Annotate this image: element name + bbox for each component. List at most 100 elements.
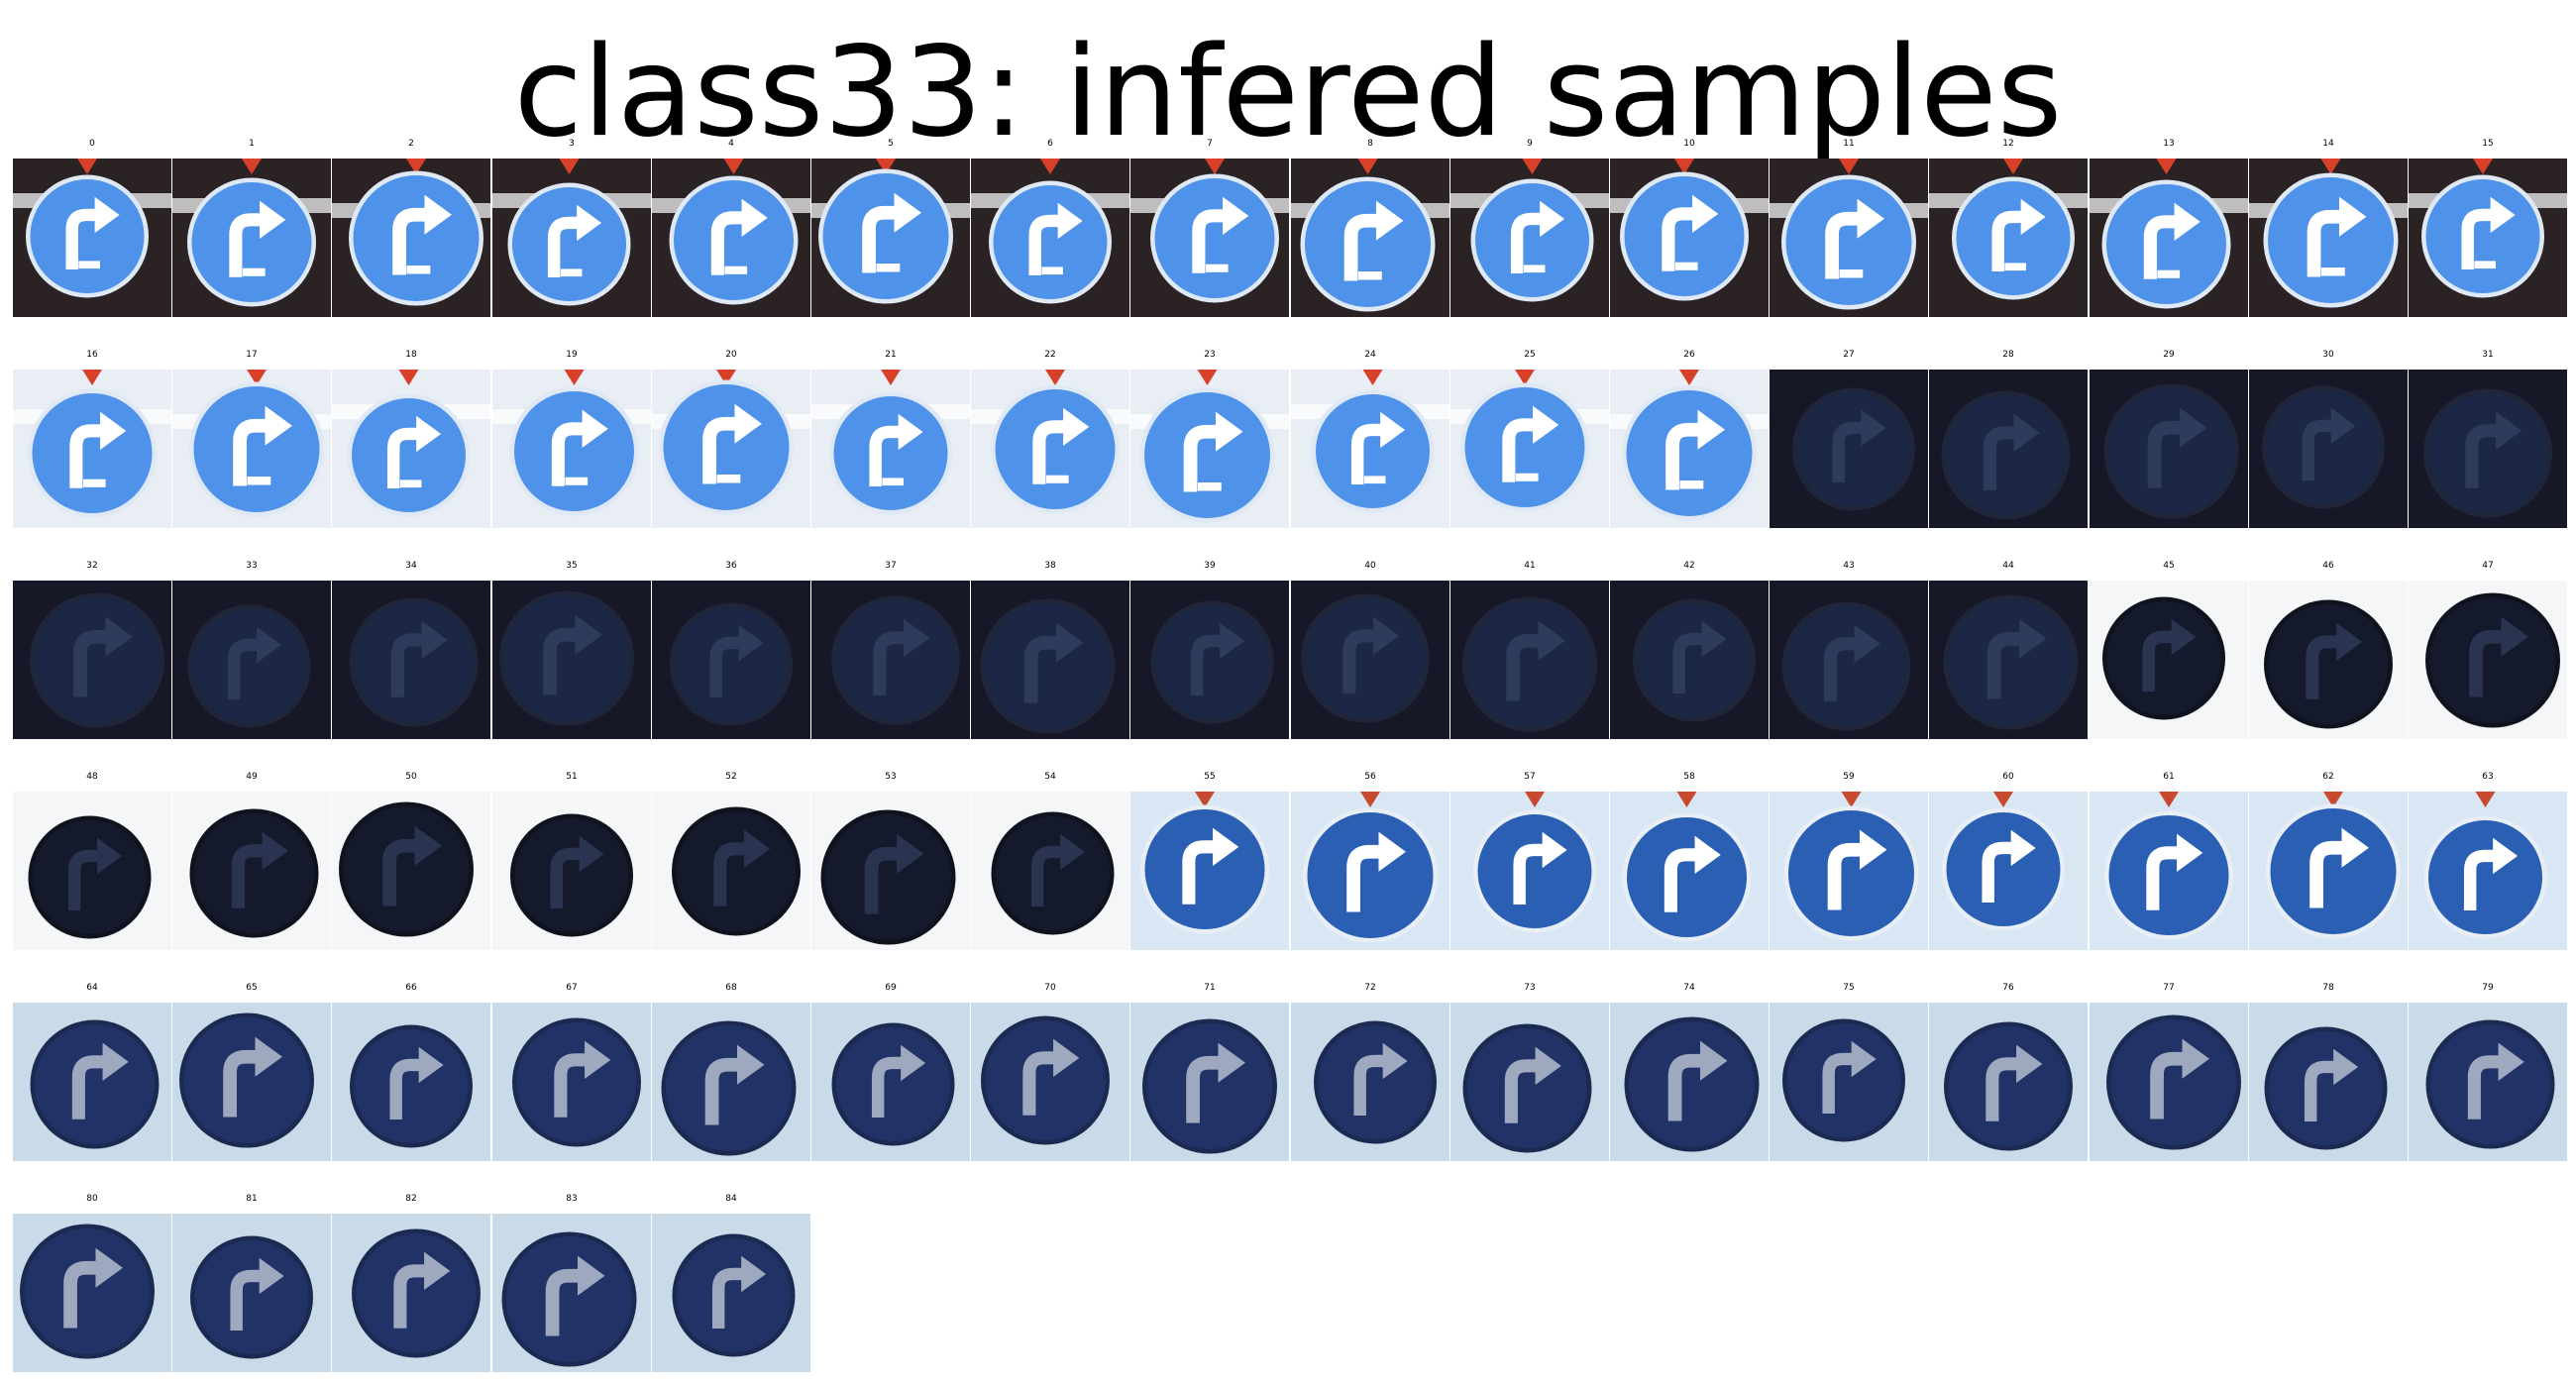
sample-index-label: 35 (566, 561, 578, 571)
arrow-head-icon (577, 204, 602, 242)
arrow-head-icon (1375, 200, 1404, 241)
sample-thumbnail (1291, 792, 1449, 950)
turn-right-arrow-icon (2304, 1060, 2337, 1122)
turn-right-arrow-icon (1983, 426, 2017, 490)
arrow-head-icon (901, 1044, 926, 1082)
sample-cell: 73 (1450, 978, 1609, 1161)
sign-disc (1948, 599, 2074, 725)
sample-thumbnail (811, 370, 970, 528)
turn-right-arrow-icon (1672, 632, 1705, 694)
turn-right-arrow-icon (382, 838, 418, 907)
warning-marker-icon (1674, 159, 1694, 174)
sample-cell: 54 (971, 767, 1129, 950)
arrow-head-icon (97, 837, 123, 875)
sign-disc (354, 602, 474, 722)
sample-thumbnail (13, 370, 171, 528)
sample-thumbnail (2249, 792, 2408, 950)
sign-disc (2108, 815, 2229, 935)
arrow-head-icon (2490, 196, 2516, 234)
sample-index-label: 3 (569, 139, 575, 149)
sample-index-label: 83 (566, 1194, 578, 1204)
arrow-base-mark (560, 268, 583, 277)
sample-cell: 30 (2249, 345, 2408, 528)
sign-disc (1956, 181, 2071, 295)
warning-marker-icon (1525, 792, 1545, 807)
sign-disc (506, 1236, 632, 1362)
sample-cell: 66 (332, 978, 490, 1161)
turn-right-arrow-icon (1982, 841, 2014, 904)
sample-thumbnail (13, 1214, 171, 1372)
sample-thumbnail (2090, 792, 2248, 950)
arrow-head-icon (1378, 831, 1406, 872)
sample-cell: 15 (2409, 134, 2567, 317)
warning-marker-icon (2475, 792, 2496, 807)
sign-disc (1786, 1023, 1901, 1137)
sample-cell: 43 (1770, 556, 1928, 739)
arrow-head-icon (2018, 618, 2047, 659)
turn-right-arrow-icon (1825, 211, 1861, 279)
arrow-head-icon (1220, 622, 1245, 660)
sample-cell: 74 (1610, 978, 1769, 1161)
sample-thumbnail (1610, 370, 1769, 528)
sample-cell: 13 (2090, 134, 2248, 317)
turn-right-arrow-icon (67, 849, 101, 911)
sample-cell: 41 (1450, 556, 1609, 739)
sample-index-label: 0 (89, 139, 95, 149)
sample-index-label: 5 (888, 139, 894, 149)
sample-index-label: 57 (1524, 772, 1536, 782)
sample-index-label: 29 (2163, 350, 2175, 360)
arrow-head-icon (585, 1040, 611, 1079)
arrow-head-icon (1063, 407, 1090, 446)
warning-marker-icon (2323, 792, 2343, 807)
sample-thumbnail (971, 792, 1129, 950)
turn-right-arrow-icon (230, 1269, 263, 1332)
arrow-base-mark (2004, 263, 2026, 271)
arrow-head-icon (734, 403, 762, 444)
sample-cell: 35 (492, 556, 651, 739)
sign-disc (1305, 181, 1431, 307)
sample-cell: 33 (172, 556, 331, 739)
sample-index-label: 32 (86, 561, 98, 571)
warning-marker-icon (1040, 159, 1060, 174)
sample-thumbnail (1130, 792, 1289, 950)
sign-disc (512, 187, 626, 301)
sample-cell: 17 (172, 345, 331, 528)
arrow-head-icon (1540, 200, 1565, 238)
sample-index-label: 36 (725, 561, 737, 571)
sample-index-label: 51 (566, 772, 578, 782)
warning-marker-icon (2159, 792, 2179, 807)
turn-right-arrow-icon (231, 844, 266, 908)
turn-right-arrow-icon (73, 629, 109, 697)
sample-cell: 83 (492, 1189, 651, 1372)
sample-index-label: 64 (86, 983, 98, 993)
sample-index-label: 42 (1683, 561, 1695, 571)
turn-right-arrow-icon (1510, 212, 1544, 274)
sample-thumbnail (1291, 370, 1449, 528)
sample-thumbnail (1929, 370, 2088, 528)
sample-cell: 47 (2409, 556, 2567, 739)
turn-right-arrow-icon (1986, 631, 2023, 699)
sample-thumbnail (811, 792, 970, 950)
arrow-head-icon (414, 825, 442, 866)
sample-index-label: 8 (1367, 139, 1373, 149)
sample-cell: 49 (172, 767, 331, 950)
sample-thumbnail (1929, 581, 2088, 739)
arrow-base-mark (565, 477, 589, 485)
sign-disc (1946, 395, 2066, 515)
sign-disc (674, 180, 794, 300)
arrow-head-icon (582, 409, 608, 448)
arrow-head-icon (424, 194, 452, 235)
sample-index-label: 66 (405, 983, 417, 993)
sample-thumbnail (652, 370, 810, 528)
sample-cell: 4 (652, 134, 810, 317)
sample-cell: 56 (1291, 767, 1449, 950)
sample-thumbnail (2249, 1003, 2408, 1161)
sample-thumbnail (172, 1214, 331, 1372)
sample-index-label: 9 (1527, 139, 1533, 149)
sign-disc (674, 607, 789, 721)
arrow-head-icon (1213, 827, 1239, 866)
turn-right-arrow-icon (63, 1260, 99, 1329)
warning-marker-icon (1839, 159, 1859, 174)
sign-disc (1307, 812, 1434, 938)
warning-marker-icon (1205, 159, 1225, 174)
